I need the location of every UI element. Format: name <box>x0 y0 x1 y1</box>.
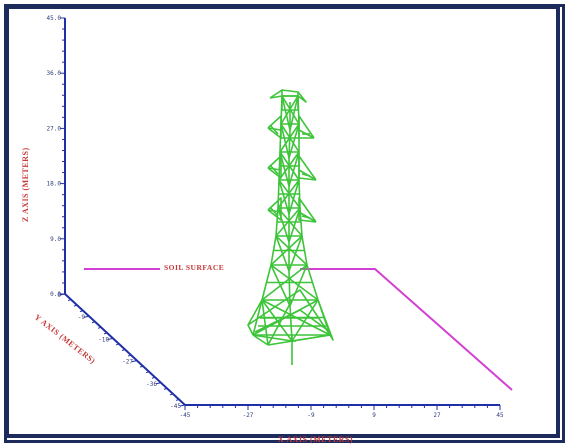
soil-line-right <box>300 268 513 391</box>
y-axis-tick <box>121 349 126 351</box>
tower-member <box>281 95 291 131</box>
tower-member <box>267 155 282 179</box>
x-axis-title: X AXIS (METERS) <box>278 435 353 444</box>
x-tick-label: 9 <box>372 412 376 419</box>
y-axis-tick <box>175 398 180 401</box>
tower-member <box>298 155 317 181</box>
y-tick-label: -18 <box>98 336 109 343</box>
y-axis-tick <box>169 393 174 396</box>
tower-member <box>289 264 308 307</box>
tower-member <box>288 235 303 272</box>
soil-layer <box>84 268 513 391</box>
soil-surface-label: SOIL SURFACE <box>164 263 224 272</box>
tower-member <box>277 207 290 243</box>
y-axis-tick <box>79 310 84 313</box>
y-tick-label: -9 <box>78 314 86 321</box>
tower-member <box>280 123 290 159</box>
z-axis-title: Z AXIS (METERS) <box>21 147 30 222</box>
x-tick-label: 27 <box>433 412 441 419</box>
y-axis-tick <box>115 343 120 346</box>
tower-member <box>288 123 300 159</box>
y-axis-tick <box>91 321 96 324</box>
tower-member <box>291 299 319 342</box>
z-tick-label: 9.0 <box>50 236 61 243</box>
tower-member <box>269 89 307 103</box>
y-axis-tick <box>83 315 90 318</box>
y-axis-tick <box>179 404 186 407</box>
y-axis-tick <box>145 371 150 374</box>
tower-member <box>288 151 300 187</box>
tower-member <box>269 164 279 175</box>
x-tick-label: -27 <box>243 412 254 419</box>
y-axis-tick <box>67 299 72 302</box>
z-tick-label: 18.0 <box>47 181 62 188</box>
y-axis-tick <box>97 326 102 329</box>
x-tick-label: -9 <box>307 412 315 419</box>
tower-member <box>317 299 334 341</box>
y-axis-tick <box>139 365 144 368</box>
z-tick-label: 36.0 <box>47 70 62 77</box>
y-tick-label: -27 <box>122 359 133 366</box>
y-axis-tick <box>103 332 108 335</box>
tower-member <box>269 206 279 217</box>
tower-member <box>252 334 293 342</box>
y-axis-tick <box>107 337 114 340</box>
y-axis-tick <box>155 382 162 385</box>
y-tick-label: -45 <box>170 403 181 410</box>
tower-member <box>301 173 311 177</box>
tower-member <box>298 197 317 223</box>
tower-member <box>301 215 311 219</box>
y-tick-label: 0 <box>57 292 61 299</box>
y-axis-tick <box>151 376 156 379</box>
y-axis-tick <box>127 354 132 357</box>
y-axis-tick <box>131 360 138 363</box>
tower-member <box>275 235 290 272</box>
y-axis-tick <box>163 387 168 390</box>
tower-member <box>289 95 299 131</box>
axes-layer <box>59 17 501 410</box>
tower-member <box>291 334 331 342</box>
x-tick-label: -45 <box>180 412 191 419</box>
z-tick-label: 45.0 <box>47 15 62 22</box>
tower-member <box>254 309 331 333</box>
tower-member <box>247 289 331 336</box>
x-tick-label: 45 <box>496 412 504 419</box>
tower-member <box>269 124 279 135</box>
y-axis-tick <box>73 304 78 307</box>
tower-member <box>288 207 301 243</box>
tick-labels-layer: 0.0 9.0 18.0 27.0 36.0 45.0 -45 -36 -27 -18 -9 0 -45… <box>47 15 504 419</box>
z-tick-label: 0.0 <box>50 291 61 298</box>
tower-member <box>267 115 282 139</box>
tower-member <box>298 115 315 139</box>
tower-member <box>288 179 300 215</box>
y-axis-title: Y AXIS (METERS) <box>33 312 97 365</box>
z-tick-label: 27.0 <box>47 125 62 132</box>
y-axis-tick <box>59 293 66 296</box>
tower-member <box>278 179 290 215</box>
tower-member <box>267 197 282 221</box>
tower-member <box>252 334 269 346</box>
tower-wireframe <box>247 89 334 365</box>
y-tick-label: -36 <box>146 381 157 388</box>
